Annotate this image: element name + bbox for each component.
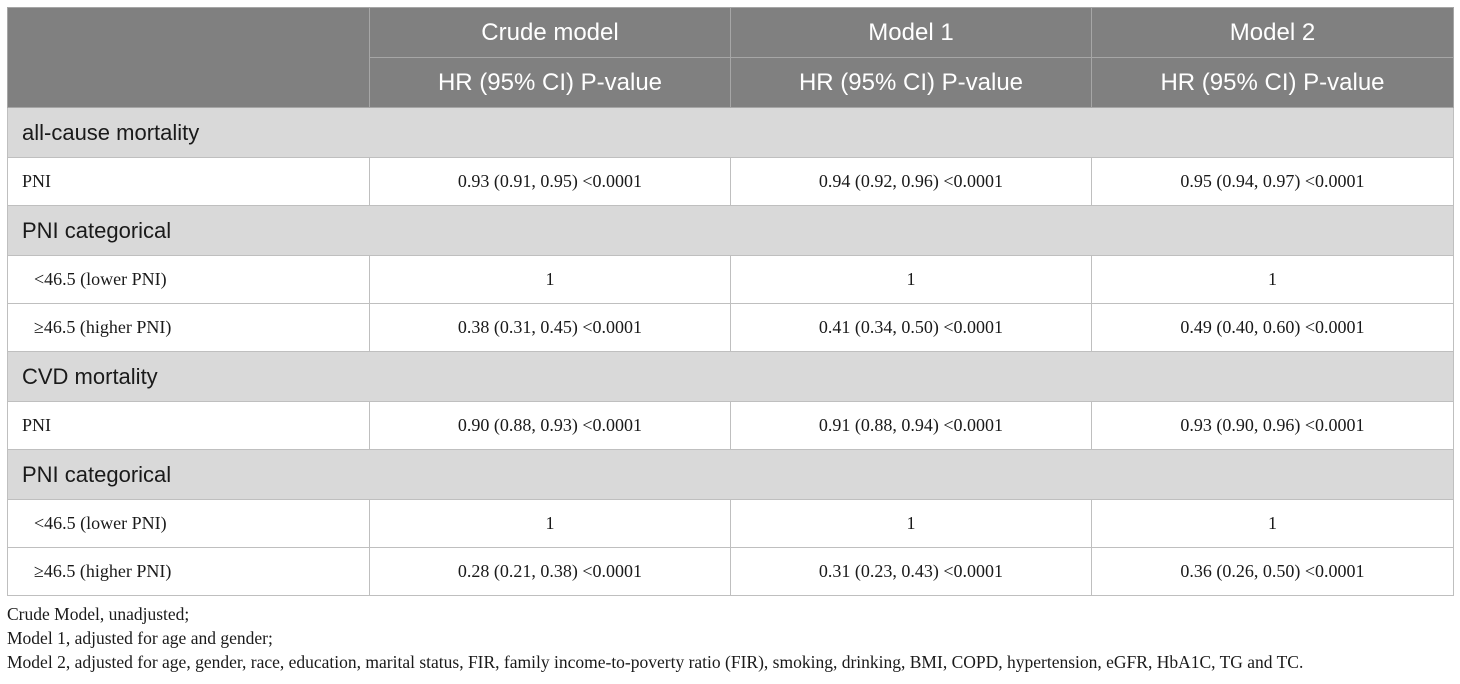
row-label: ≥46.5 (higher PNI) [7, 547, 370, 596]
row-label: PNI [7, 401, 370, 450]
header-corner-cell [7, 7, 370, 108]
row-label: ≥46.5 (higher PNI) [7, 303, 370, 352]
table-header: Crude model Model 1 Model 2 HR (95% CI) … [7, 7, 1454, 108]
header-model-1: Model 1 [730, 7, 1092, 58]
section-label: all-cause mortality [7, 107, 1454, 158]
section-label: PNI categorical [7, 205, 1454, 256]
header-model-2-metric: HR (95% CI) P-value [1091, 57, 1454, 108]
table-body: all-cause mortality PNI 0.93 (0.91, 0.95) … [7, 107, 1454, 596]
section-row: PNI categorical [7, 205, 1454, 256]
section-row: all-cause mortality [7, 107, 1454, 158]
table-footnotes: Crude Model, unadjusted; Model 1, adjust… [7, 602, 1303, 674]
table-cell: 1 [369, 499, 731, 548]
table-cell: 0.90 (0.88, 0.93) <0.0001 [369, 401, 731, 450]
table-cell: 1 [730, 255, 1092, 304]
header-crude-model: Crude model [369, 7, 731, 58]
table-cell: 0.95 (0.94, 0.97) <0.0001 [1091, 157, 1454, 206]
results-table-container: Crude model Model 1 Model 2 HR (95% CI) … [7, 7, 1454, 596]
row-label: <46.5 (lower PNI) [7, 499, 370, 548]
table-cell: 0.93 (0.91, 0.95) <0.0001 [369, 157, 731, 206]
table-row: ≥46.5 (higher PNI) 0.28 (0.21, 0.38) <0.0… [7, 547, 1454, 596]
row-label: PNI [7, 157, 370, 206]
table-row: PNI 0.93 (0.91, 0.95) <0.0001 0.94 (0.92, … [7, 157, 1454, 206]
table-cell: 1 [730, 499, 1092, 548]
footnote-model-2: Model 2, adjusted for age, gender, race,… [7, 652, 1304, 672]
table-cell: 0.94 (0.92, 0.96) <0.0001 [730, 157, 1092, 206]
header-model-2: Model 2 [1091, 7, 1454, 58]
table-cell: 0.38 (0.31, 0.45) <0.0001 [369, 303, 731, 352]
table-cell: 0.28 (0.21, 0.38) <0.0001 [369, 547, 731, 596]
table-cell: 0.36 (0.26, 0.50) <0.0001 [1091, 547, 1454, 596]
section-label: CVD mortality [7, 351, 1454, 402]
header-row-models: Crude model Model 1 Model 2 [7, 7, 1454, 108]
section-label: PNI categorical [7, 449, 1454, 500]
footnote-model-1: Model 1, adjusted for age and gender; [7, 628, 273, 648]
table-cell: 1 [1091, 499, 1454, 548]
header-model-1-metric: HR (95% CI) P-value [730, 57, 1092, 108]
header-crude-metric: HR (95% CI) P-value [369, 57, 731, 108]
table-cell: 0.49 (0.40, 0.60) <0.0001 [1091, 303, 1454, 352]
table-cell: 1 [1091, 255, 1454, 304]
hazard-ratio-table: Crude model Model 1 Model 2 HR (95% CI) … [7, 7, 1454, 596]
table-cell: 0.31 (0.23, 0.43) <0.0001 [730, 547, 1092, 596]
table-row: ≥46.5 (higher PNI) 0.38 (0.31, 0.45) <0.0… [7, 303, 1454, 352]
table-row: <46.5 (lower PNI) 1 1 1 [7, 255, 1454, 304]
table-cell: 0.93 (0.90, 0.96) <0.0001 [1091, 401, 1454, 450]
table-cell: 1 [369, 255, 731, 304]
row-label: <46.5 (lower PNI) [7, 255, 370, 304]
footnote-crude-model: Crude Model, unadjusted; [7, 604, 190, 624]
table-cell: 0.91 (0.88, 0.94) <0.0001 [730, 401, 1092, 450]
table-cell: 0.41 (0.34, 0.50) <0.0001 [730, 303, 1092, 352]
header-row-metrics: HR (95% CI) P-value HR (95% CI) P-value … [8, 57, 1454, 108]
section-row: CVD mortality [7, 351, 1454, 402]
section-row: PNI categorical [7, 449, 1454, 500]
table-row: PNI 0.90 (0.88, 0.93) <0.0001 0.91 (0.88, … [7, 401, 1454, 450]
table-row: <46.5 (lower PNI) 1 1 1 [7, 499, 1454, 548]
